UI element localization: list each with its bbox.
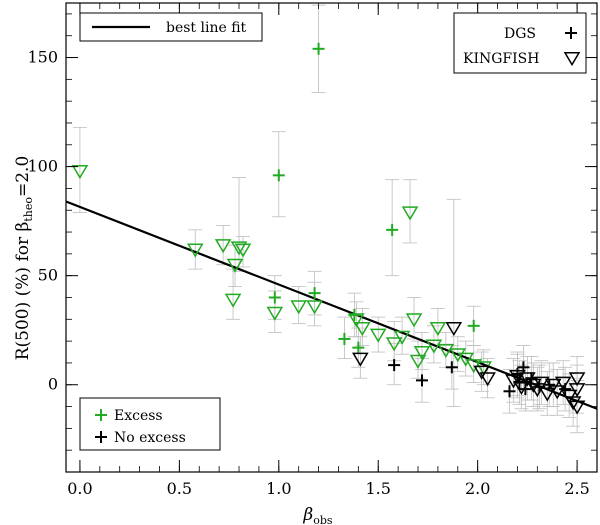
x-tick-label: 1.5	[366, 479, 391, 498]
best-fit-line	[65, 200, 598, 410]
y-axis-title-sub: theo	[22, 197, 35, 222]
legend-kingfish-label: KINGFISH	[463, 51, 539, 67]
plot-frame	[65, 2, 598, 473]
legend-noexcess-label: No excess	[114, 430, 186, 446]
data-point-triangle	[393, 330, 411, 345]
x-axis-title-sub: obs	[313, 514, 333, 525]
data-point-triangle	[538, 387, 556, 402]
x-tick-label: 0.5	[167, 479, 192, 498]
data-point-triangle	[548, 385, 566, 400]
data-point-triangle	[224, 293, 242, 308]
data-point-triangle	[290, 300, 307, 315]
data-point-plus	[445, 361, 458, 374]
data-point-plus	[511, 367, 524, 380]
data-point-plus	[338, 332, 351, 345]
data-point-plus	[268, 291, 281, 304]
legend-dgs-label: DGS	[504, 26, 536, 42]
x-axis-title-main: β	[302, 505, 313, 525]
data-point-triangle	[266, 306, 284, 321]
data-point-triangle	[525, 378, 542, 393]
data-point-triangle	[405, 313, 423, 328]
data-point-triangle	[449, 348, 467, 363]
axes-layer: 0.0 0.5 1.0 1.5 2.0 2.5 0 50 100 150	[27, 2, 598, 498]
data-point-triangle	[437, 343, 455, 358]
legend-plus	[565, 27, 577, 39]
legend-samples: DGS KINGFISH	[453, 12, 587, 74]
data-point-plus	[415, 374, 428, 387]
legend-noexcess-plus	[95, 431, 107, 443]
data-point-plus	[543, 378, 556, 391]
data-point-plus	[348, 308, 361, 321]
data-point-plus	[519, 383, 532, 396]
data-point-plus	[517, 361, 530, 374]
data-point-triangle	[564, 396, 582, 411]
data-point-triangle	[71, 164, 89, 180]
data-point-triangle	[409, 354, 427, 369]
legend-colors: Excess No excess	[79, 397, 221, 451]
data-point-triangle	[479, 372, 496, 387]
data-point-triangle	[425, 339, 443, 354]
y-axis-title: R(500) (%) for βtheo=2.0	[13, 156, 35, 361]
no-excess-plus-icon	[95, 431, 107, 443]
y-tick-label: 150	[27, 48, 58, 67]
data-point-triangle	[226, 258, 244, 273]
data-point-plus	[467, 319, 480, 332]
legend-excess-label: Excess	[114, 408, 163, 424]
data-point-triangle	[186, 243, 204, 258]
data-point-plus	[525, 372, 538, 385]
data-point-triangle	[230, 241, 248, 256]
y-axis-title-prefix: R(500) (%) for β	[13, 222, 33, 361]
triangle-marker-icon	[563, 52, 581, 67]
y-tick-label: 50	[38, 266, 58, 285]
legend-fit-label: best line fit	[166, 20, 247, 36]
x-tick-label: 2.5	[564, 479, 589, 498]
data-point-triangle	[306, 300, 323, 315]
markers-layer	[71, 42, 586, 415]
data-point-triangle	[354, 322, 371, 337]
data-point-triangle	[401, 206, 419, 221]
data-point-triangle	[385, 337, 403, 352]
legend-colors-box	[79, 397, 221, 451]
x-tick-label: 2.0	[465, 479, 490, 498]
data-point-plus	[513, 376, 526, 389]
plus-marker-icon	[565, 27, 577, 39]
data-point-triangle	[234, 243, 252, 258]
x-tick-label: 1.0	[266, 479, 291, 498]
legend-samples-box	[453, 12, 587, 74]
excess-plus-icon	[95, 409, 107, 421]
data-point-triangle	[369, 328, 387, 343]
legend-excess-plus	[95, 409, 107, 421]
y-tick-label: 100	[27, 157, 58, 176]
data-point-triangle	[445, 322, 463, 337]
data-point-triangle	[413, 346, 431, 361]
y-axis-title-suffix: =2.0	[13, 156, 33, 197]
data-point-plus	[388, 359, 401, 372]
legend-fit: best line fit	[79, 12, 263, 42]
legend-triangle	[563, 52, 581, 67]
data-point-triangle	[214, 239, 232, 254]
fit-line-layer	[65, 200, 598, 410]
data-point-plus	[272, 169, 285, 182]
x-axis-title: βobs	[302, 505, 332, 525]
data-point-plus	[533, 380, 546, 393]
data-point-triangle	[568, 400, 586, 415]
data-point-plus	[559, 383, 572, 396]
data-point-triangle	[554, 376, 572, 391]
data-point-triangle	[568, 383, 586, 398]
data-point-triangle	[568, 372, 586, 387]
y-tick-label: 0	[48, 375, 58, 394]
data-point-plus	[352, 341, 365, 354]
data-point-plus	[386, 223, 399, 236]
data-point-plus	[308, 287, 321, 300]
data-point-plus	[312, 42, 325, 55]
data-point-triangle	[429, 322, 447, 337]
x-tick-label: 0.0	[67, 479, 92, 498]
data-point-plus	[503, 385, 516, 398]
data-point-triangle	[533, 376, 550, 391]
data-point-triangle	[352, 352, 369, 367]
